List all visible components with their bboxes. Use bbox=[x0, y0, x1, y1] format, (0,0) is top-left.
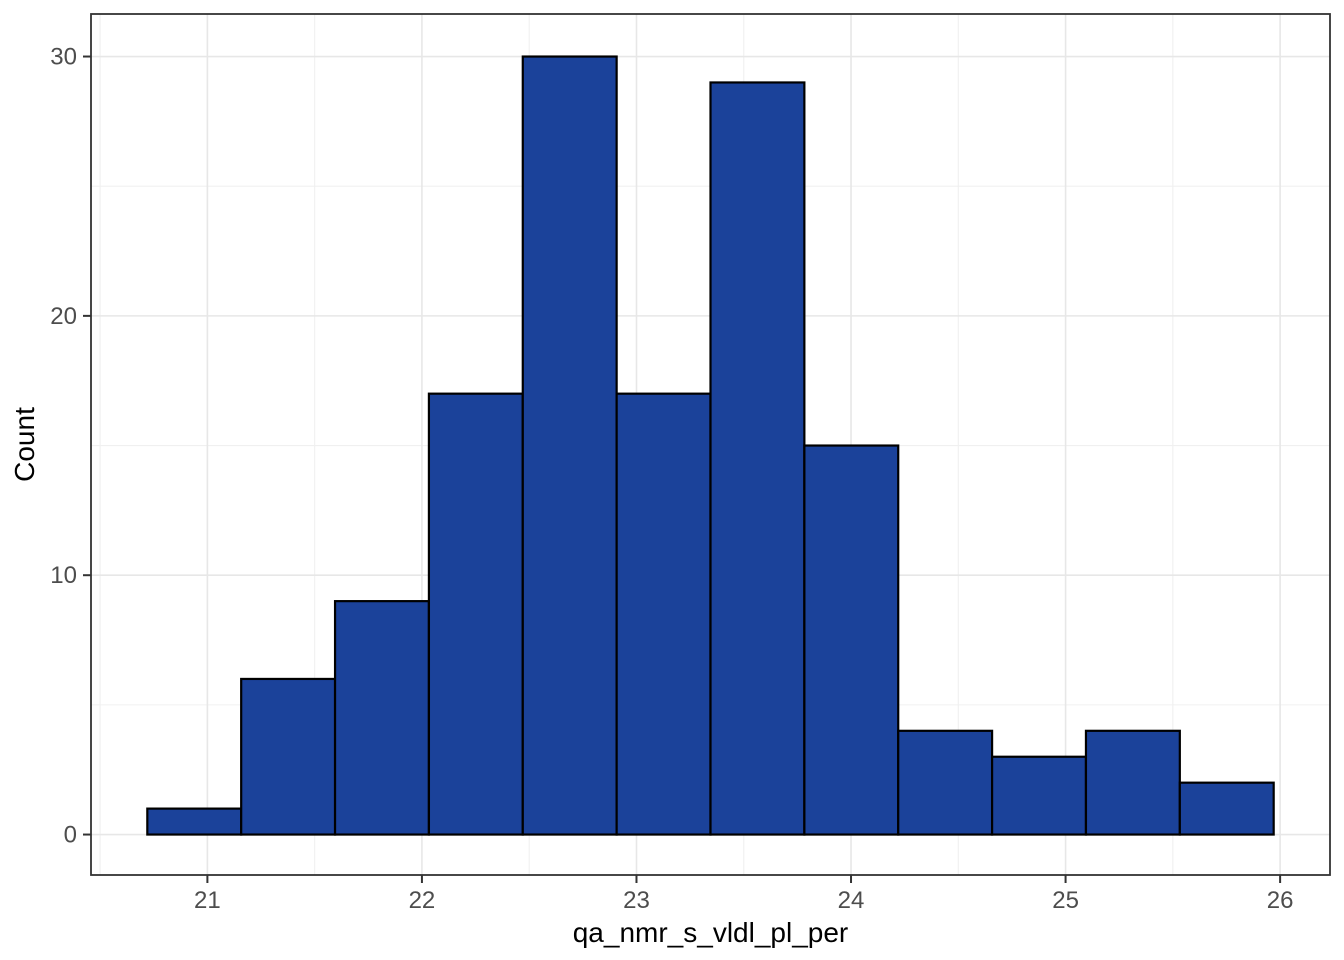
histogram-bar bbox=[1178, 781, 1275, 836]
panel-border bbox=[90, 13, 1331, 876]
histogram-bar bbox=[1084, 729, 1181, 836]
x-tick-label: 26 bbox=[1267, 887, 1294, 914]
histogram-bar bbox=[146, 807, 243, 836]
x-axis-title: qa_nmr_s_vldl_pl_per bbox=[573, 917, 849, 948]
histogram-bar bbox=[709, 81, 806, 836]
histogram-bar bbox=[333, 600, 431, 836]
histogram-bar bbox=[803, 444, 900, 836]
y-tick-label: 20 bbox=[50, 303, 77, 330]
histogram-bar bbox=[615, 392, 712, 836]
x-axis-tick-labels: 21 22 23 24 25 26 bbox=[194, 887, 1293, 914]
x-tick-label: 21 bbox=[194, 887, 221, 914]
x-tick-label: 23 bbox=[623, 887, 650, 914]
y-axis-tick-labels: 0 10 20 30 bbox=[50, 44, 77, 849]
y-tick-label: 30 bbox=[50, 44, 77, 71]
histogram-bar bbox=[521, 55, 618, 836]
y-tick-label: 10 bbox=[50, 562, 77, 589]
histogram-bar bbox=[990, 755, 1088, 836]
histogram-bar bbox=[427, 392, 524, 836]
x-tick-label: 25 bbox=[1052, 887, 1079, 914]
x-tick-label: 22 bbox=[409, 887, 436, 914]
y-tick-label: 0 bbox=[64, 822, 77, 849]
x-tick-label: 24 bbox=[838, 887, 865, 914]
histogram-bar bbox=[897, 729, 994, 836]
axis-tick-marks bbox=[83, 55, 1282, 883]
histogram-bars bbox=[146, 55, 1275, 836]
y-axis-title: Count bbox=[9, 407, 40, 482]
histogram-bar bbox=[240, 677, 337, 836]
